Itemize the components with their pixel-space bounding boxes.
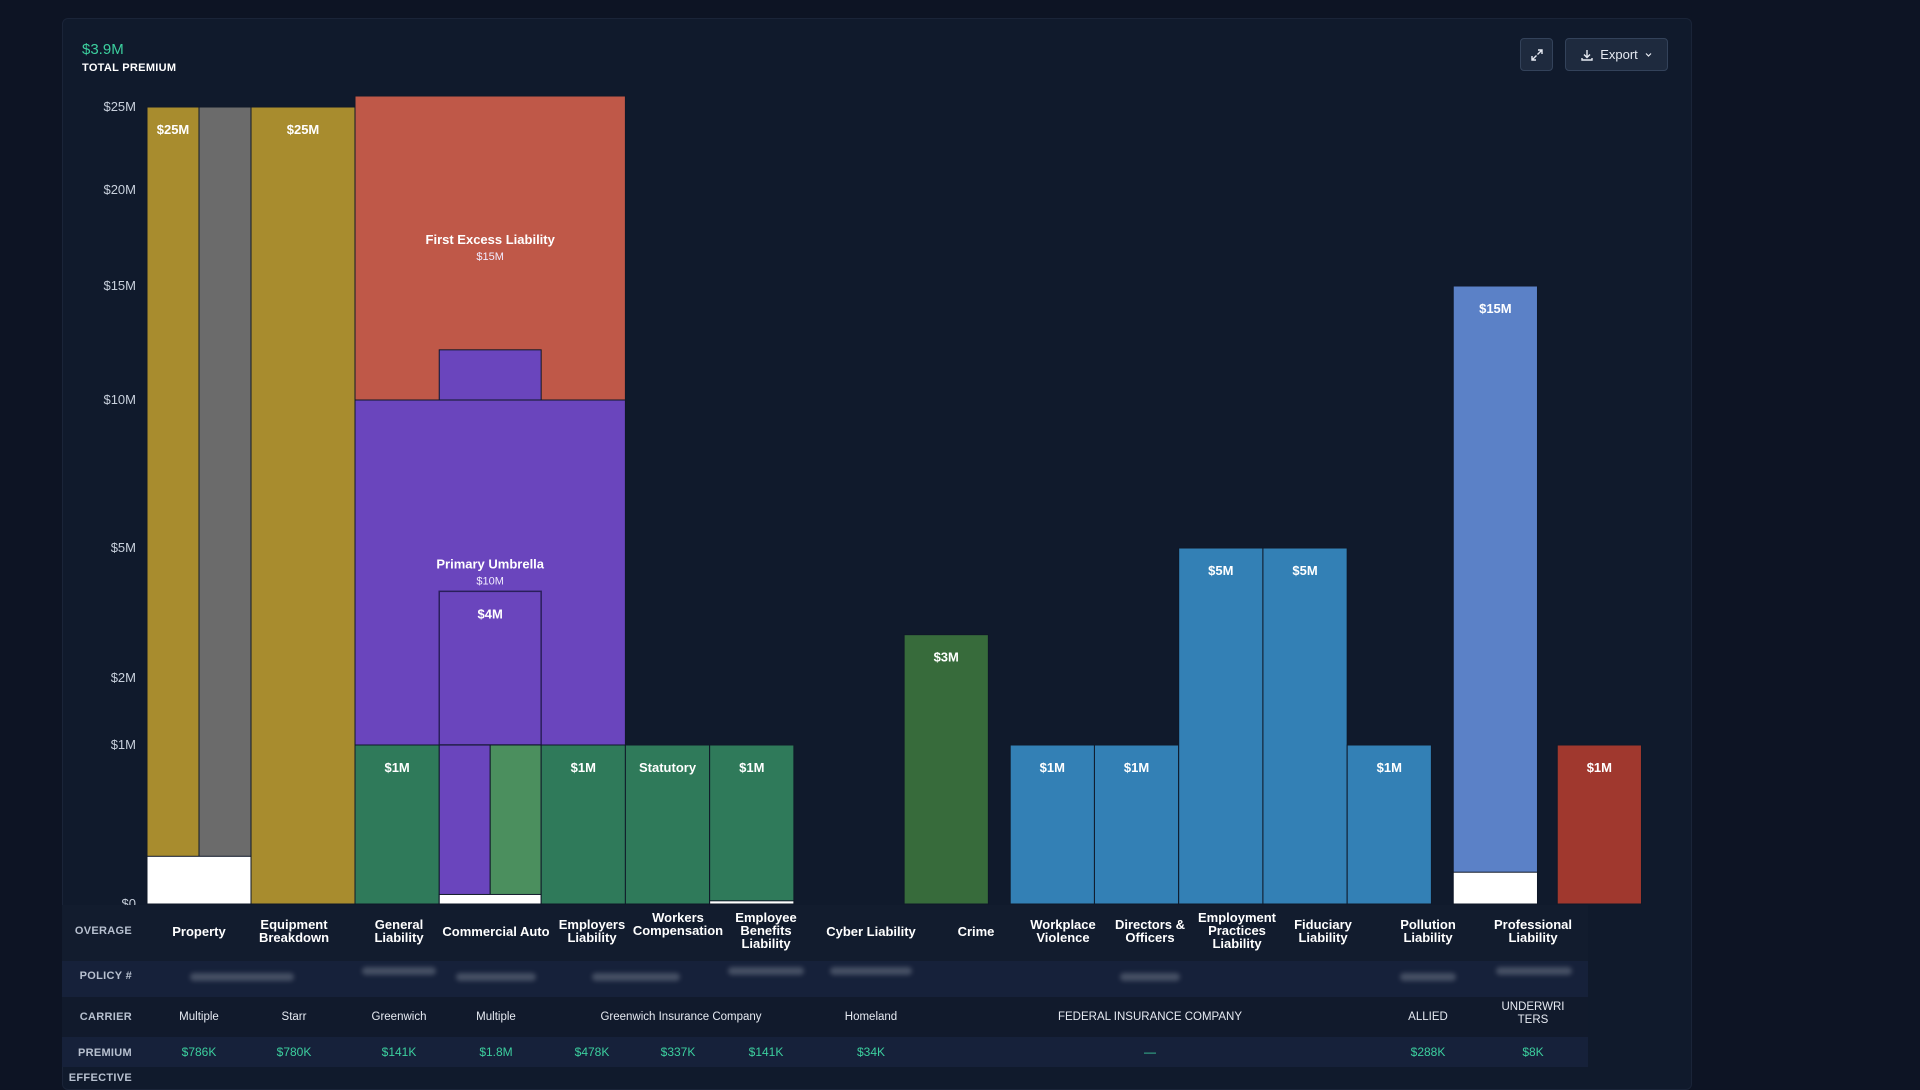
expand-button[interactable] bbox=[1520, 38, 1553, 71]
bar-employee-benefits[interactable] bbox=[709, 744, 795, 905]
bar-employers-liability-label: $1M bbox=[571, 760, 596, 775]
bar-primary-umbrella-label: Primary Umbrella bbox=[436, 557, 544, 572]
y-tick-label: $25M bbox=[103, 99, 136, 114]
bar-employee-benefits-label: $1M bbox=[739, 760, 764, 775]
bar-workers-comp[interactable] bbox=[624, 744, 711, 905]
bar-property-gold[interactable] bbox=[146, 106, 200, 905]
export-label: Export bbox=[1600, 47, 1638, 62]
bar-commercial-auto-retention[interactable] bbox=[438, 893, 542, 905]
bar-equipment-breakdown-label: $25M bbox=[287, 122, 320, 137]
bar-equipment-breakdown[interactable] bbox=[250, 106, 356, 905]
y-tick-label: $1M bbox=[111, 737, 136, 752]
bar-general-liability[interactable] bbox=[354, 744, 440, 905]
y-tick-label: $5M bbox=[111, 540, 136, 555]
bar-employers-liability[interactable] bbox=[540, 744, 626, 905]
bar-pollution-retention[interactable] bbox=[1452, 871, 1538, 905]
bar-pollution-label: $15M bbox=[1479, 301, 1512, 316]
export-button[interactable]: Export bbox=[1565, 38, 1668, 71]
bar-auto-excess-label: $4M bbox=[478, 606, 503, 621]
bar-directors-officers[interactable] bbox=[1178, 547, 1264, 905]
bar-employee-benefits-retention[interactable] bbox=[709, 900, 795, 905]
bar-property-gold-label: $25M bbox=[157, 122, 190, 137]
bar-workplace-violence-label: $1M bbox=[1124, 760, 1149, 775]
bar-directors-officers-label: $5M bbox=[1208, 563, 1233, 578]
y-tick-label: $0 bbox=[122, 896, 136, 911]
bar-first-excess[interactable] bbox=[354, 95, 626, 401]
bar-professional[interactable] bbox=[1556, 744, 1642, 905]
chevron-down-icon bbox=[1644, 50, 1653, 59]
bar-crime[interactable] bbox=[1009, 744, 1095, 905]
bar-cyber[interactable] bbox=[903, 634, 989, 905]
bar-workplace-violence[interactable] bbox=[1093, 744, 1180, 905]
bar-commercial-auto-purple[interactable] bbox=[438, 744, 491, 905]
expand-icon bbox=[1530, 48, 1544, 62]
bar-cyber-label: $3M bbox=[934, 650, 959, 665]
bar-property-retention[interactable] bbox=[146, 855, 252, 905]
bar-umbrella-step[interactable] bbox=[438, 349, 542, 401]
bar-general-liability-label: $1M bbox=[384, 760, 409, 775]
bar-first-excess-label: First Excess Liability bbox=[426, 232, 556, 247]
bar-primary-umbrella-sublabel: $10M bbox=[476, 576, 504, 588]
bar-crime-label: $1M bbox=[1040, 760, 1065, 775]
bar-employment-practices-label: $5M bbox=[1292, 563, 1317, 578]
bar-fiduciary-label: $1M bbox=[1377, 760, 1402, 775]
y-tick-label: $20M bbox=[103, 182, 136, 197]
bar-employment-practices[interactable] bbox=[1262, 547, 1348, 905]
download-icon bbox=[1580, 48, 1594, 62]
bar-workers-comp-label: Statutory bbox=[639, 760, 697, 775]
bar-professional-label: $1M bbox=[1587, 760, 1612, 775]
bar-auto-excess[interactable] bbox=[438, 590, 542, 746]
bar-fiduciary[interactable] bbox=[1346, 744, 1432, 905]
bar-first-excess-sublabel: $15M bbox=[476, 251, 504, 263]
bar-property-gray[interactable] bbox=[198, 106, 252, 905]
y-tick-label: $2M bbox=[111, 670, 136, 685]
y-tick-label: $10M bbox=[103, 392, 136, 407]
y-tick-label: $15M bbox=[103, 278, 136, 293]
bar-commercial-auto-green[interactable] bbox=[489, 744, 542, 905]
total-premium-label: TOTAL PREMIUM bbox=[82, 62, 177, 74]
bar-pollution[interactable] bbox=[1452, 285, 1538, 905]
total-premium-value: $3.9M bbox=[82, 41, 124, 58]
